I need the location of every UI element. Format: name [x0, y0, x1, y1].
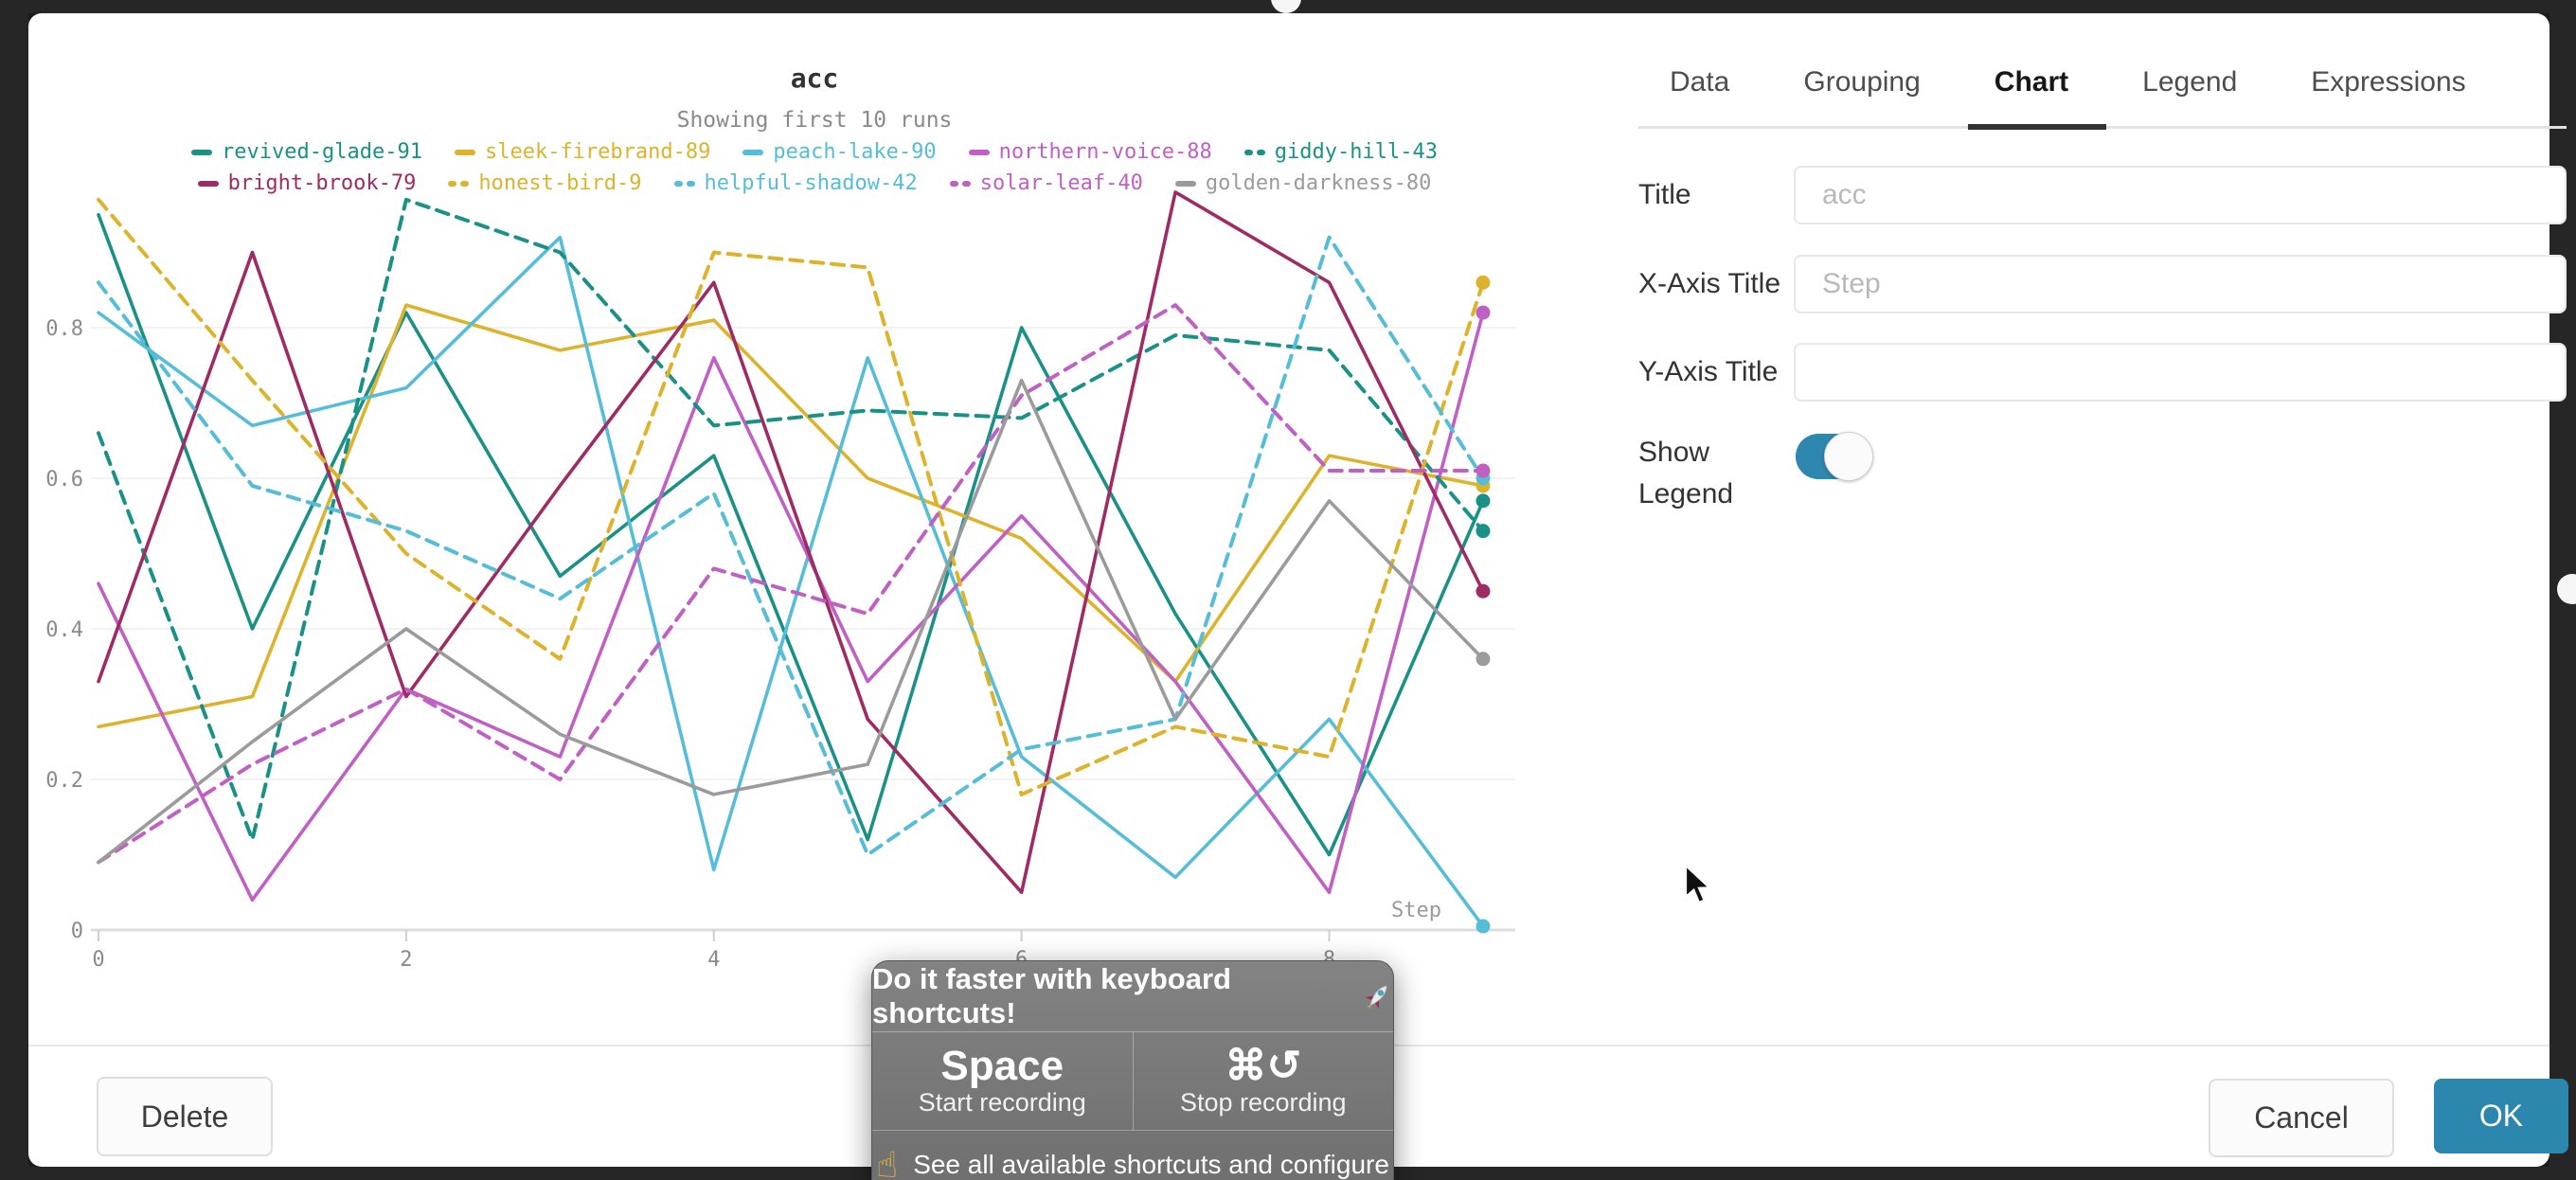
- show-legend-label: Show Legend: [1638, 437, 1734, 510]
- yaxis-title-input[interactable]: [1794, 343, 2567, 402]
- yaxis-field-label: Y-Axis Title: [1638, 356, 1779, 387]
- solid-line-swatch-icon: [191, 149, 213, 155]
- xaxis-field-label: X-Axis Title: [1638, 268, 1781, 299]
- recorder-indicator-icon: [1271, 0, 1301, 13]
- solid-line-swatch-icon: [742, 149, 764, 155]
- shortcut-key-cmd-icon: ⌘↺: [1225, 1042, 1302, 1089]
- legend-item-sleek-firebrand-89[interactable]: sleek-firebrand-89: [454, 140, 711, 164]
- legend-label: peach-lake-90: [773, 140, 937, 164]
- legend-label: helpful-shadow-42: [704, 171, 918, 195]
- legend-label: honest-bird-9: [478, 171, 642, 195]
- legend-item-giddy-hill-43[interactable]: giddy-hill-43: [1243, 140, 1438, 164]
- legend-item-honest-bird-9[interactable]: honest-bird-9: [448, 171, 642, 195]
- dashed-line-swatch-icon: [673, 180, 695, 187]
- legend-item-peach-lake-90[interactable]: peach-lake-90: [742, 140, 937, 164]
- tab-expressions[interactable]: Expressions: [2311, 66, 2466, 98]
- chart-legend: revived-glade-91 sleek-firebrand-89 peach-…: [104, 140, 1525, 195]
- tab-chart[interactable]: Chart: [1994, 66, 2069, 98]
- shortcut-stop-recording: ⌘↺ Stop recording: [1132, 1032, 1394, 1130]
- tab-data[interactable]: Data: [1670, 66, 1730, 98]
- show-legend-toggle[interactable]: [1796, 432, 1873, 481]
- see-all-label: See all available shortcuts and configur…: [913, 1150, 1389, 1179]
- solid-line-swatch-icon: [968, 149, 990, 155]
- side-indicator-icon: [2557, 574, 2576, 604]
- shortcut-caption-start: Start recording: [918, 1088, 1086, 1117]
- toggle-knob: [1824, 432, 1873, 481]
- pointing-up-icon: ☝: [876, 1144, 899, 1180]
- solid-line-swatch-icon: [197, 180, 219, 187]
- tab-grouping[interactable]: Grouping: [1803, 66, 1921, 98]
- legend-label: golden-darkness-80: [1205, 171, 1432, 195]
- legend-label: revived-glade-91: [222, 140, 422, 164]
- legend-item-solar-leaf-40[interactable]: solar-leaf-40: [949, 171, 1143, 195]
- legend-label: bright-brook-79: [227, 171, 417, 195]
- panel-tabs: Data Grouping Chart Legend Expressions: [1670, 66, 2466, 98]
- dashed-line-swatch-icon: [448, 180, 470, 187]
- solid-line-swatch-icon: [454, 149, 475, 155]
- rocket-icon: [1365, 985, 1387, 1010]
- solid-line-swatch-icon: [1174, 180, 1196, 187]
- tab-active-underline: [1968, 124, 2106, 130]
- dashed-line-swatch-icon: [949, 180, 971, 187]
- title-field-label: Title: [1638, 179, 1691, 210]
- xaxis-title-input[interactable]: [1794, 255, 2567, 313]
- shortcuts-title: Do it faster with keyboard shortcuts!: [872, 962, 1231, 1029]
- cancel-button[interactable]: Cancel: [2209, 1079, 2394, 1157]
- chart-subtitle: Showing first 10 runs: [676, 108, 953, 133]
- legend-row: revived-glade-91 sleek-firebrand-89 peach-…: [191, 140, 1438, 164]
- ok-button[interactable]: OK: [2434, 1079, 2568, 1153]
- legend-label: giddy-hill-43: [1274, 140, 1438, 164]
- delete-button[interactable]: Delete: [97, 1077, 273, 1156]
- legend-item-golden-darkness-80[interactable]: golden-darkness-80: [1174, 171, 1432, 195]
- shortcut-start-recording: Space Start recording: [872, 1032, 1133, 1130]
- screen-left-bar: [0, 0, 28, 1180]
- legend-item-bright-brook-79[interactable]: bright-brook-79: [197, 171, 417, 195]
- legend-item-northern-voice-88[interactable]: northern-voice-88: [968, 140, 1212, 164]
- legend-label: solar-leaf-40: [979, 171, 1143, 195]
- see-all-shortcuts-link[interactable]: ☝ See all available shortcuts and config…: [872, 1131, 1393, 1180]
- mouse-cursor: [1684, 864, 1712, 904]
- legend-row: bright-brook-79 honest-bird-9 helpful-shad…: [197, 171, 1432, 195]
- shortcut-key-space: Space: [940, 1042, 1064, 1089]
- title-input[interactable]: [1794, 166, 2567, 224]
- shortcut-caption-stop: Stop recording: [1179, 1088, 1347, 1117]
- chart-title: acc: [790, 63, 839, 94]
- legend-item-revived-glade-91[interactable]: revived-glade-91: [191, 140, 422, 164]
- tab-legend[interactable]: Legend: [2142, 66, 2238, 98]
- dashed-line-swatch-icon: [1243, 149, 1265, 155]
- legend-label: sleek-firebrand-89: [484, 140, 711, 164]
- legend-label: northern-voice-88: [998, 140, 1212, 164]
- keyboard-shortcuts-tooltip: Do it faster with keyboard shortcuts! Sp…: [871, 960, 1394, 1180]
- legend-item-helpful-shadow-42[interactable]: helpful-shadow-42: [673, 171, 918, 195]
